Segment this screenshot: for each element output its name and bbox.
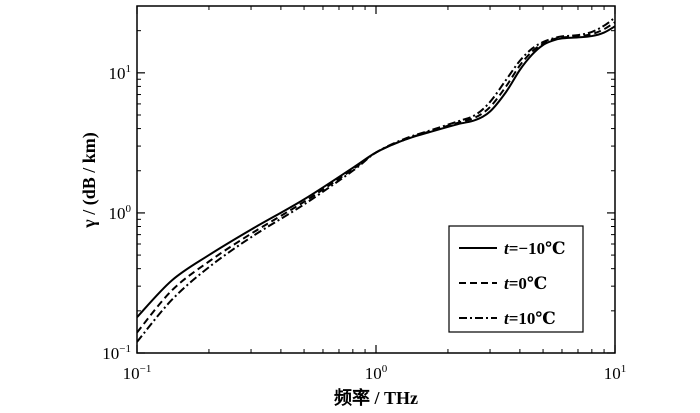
series-line-3 — [137, 16, 615, 343]
x-tick-label: 100 — [365, 363, 388, 383]
y-tick-label: 10−1 — [102, 343, 131, 363]
plot-frame — [136, 5, 616, 354]
series-line-1 — [137, 25, 615, 318]
x-axis-title: 频率 / THz — [334, 387, 418, 408]
series-layer — [137, 16, 615, 343]
tick-labels: 10−1 100 101 10−1 100 101 — [102, 63, 626, 383]
x-tick-label: 101 — [604, 363, 627, 383]
legend-label-3: t=10℃ — [504, 309, 556, 328]
y-tick-label: 101 — [109, 63, 132, 83]
series-line-2 — [137, 21, 615, 334]
y-axis-title: γ / (dB / km) — [79, 132, 100, 228]
legend-entries: t=−10℃ t=0℃ t=10℃ — [459, 239, 565, 328]
legend-label-2: t=0℃ — [504, 274, 547, 293]
legend-box — [448, 225, 584, 333]
legend-label-1: t=−10℃ — [504, 239, 565, 258]
x-tick-label: 10−1 — [123, 363, 152, 383]
legend: t=−10℃ t=0℃ t=10℃ — [448, 225, 584, 333]
y-tick-label: 100 — [109, 203, 132, 223]
